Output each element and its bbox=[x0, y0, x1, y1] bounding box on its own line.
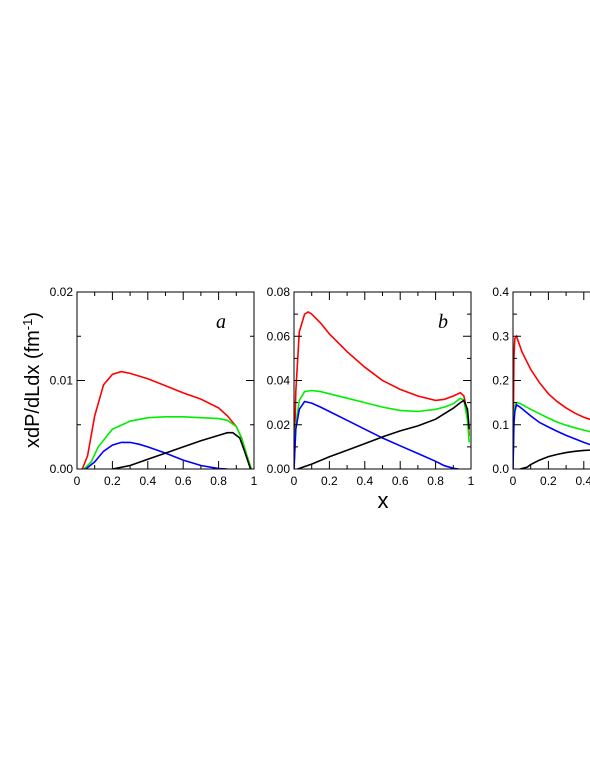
x-tick-label: 0.4 bbox=[139, 474, 156, 488]
series-line-2 bbox=[83, 416, 253, 469]
series-line-1 bbox=[294, 310, 470, 469]
x-axis-title: x bbox=[378, 488, 389, 513]
x-tick-label: 1 bbox=[251, 474, 258, 488]
plot-frame bbox=[512, 291, 590, 470]
y-axis-title: xdP/dLdx (fm-1) bbox=[20, 312, 44, 448]
panel-c: 0 0.2 0.4 0.0 0.1 0.2 0.3 0.4 bbox=[492, 285, 590, 488]
y-tick-label: 0.00 bbox=[50, 462, 74, 476]
y-tick-label: 0.0 bbox=[492, 462, 509, 476]
series-group bbox=[513, 334, 590, 469]
y-tick-label: 0.01 bbox=[50, 374, 74, 388]
x-tick-label: 0.4 bbox=[356, 474, 373, 488]
y-tick-label: 0.4 bbox=[492, 285, 509, 299]
y-tick-label: 0.08 bbox=[267, 285, 291, 299]
series-line-4 bbox=[112, 431, 252, 469]
y-tick-label: 0.1 bbox=[492, 418, 509, 432]
series-group bbox=[294, 310, 470, 469]
y-tick-label: 0.02 bbox=[267, 418, 291, 432]
x-tick-label: 0.8 bbox=[427, 474, 444, 488]
y-tick-label: 0.2 bbox=[492, 374, 509, 388]
x-tick-label: 0.8 bbox=[210, 474, 227, 488]
series-line-2 bbox=[294, 389, 470, 469]
x-tick-label: 0 bbox=[74, 474, 81, 488]
series-line-2 bbox=[513, 401, 590, 469]
series-line-4 bbox=[519, 449, 590, 469]
series-line-3 bbox=[294, 400, 459, 469]
x-tick-label: 1 bbox=[468, 474, 475, 488]
x-tick-label: 0 bbox=[291, 474, 298, 488]
panel-b: 0 0.2 0.4 0.6 0.8 1 0.00 0.02 0.04 0.06 0.08 b bbox=[267, 285, 475, 488]
plot-frame bbox=[76, 291, 255, 470]
y-tick-label: 0.00 bbox=[267, 462, 291, 476]
x-tick-label: 0.2 bbox=[540, 474, 557, 488]
panel-label: a bbox=[216, 311, 226, 333]
y-axis-title-suffix: ) bbox=[22, 312, 44, 319]
x-tick-label: 0.4 bbox=[575, 474, 590, 488]
series-line-3 bbox=[513, 403, 590, 469]
y-axis-title-superscript: -1 bbox=[20, 319, 35, 331]
x-tick-label: 0.2 bbox=[321, 474, 338, 488]
series-group bbox=[81, 370, 253, 469]
panel-label: b bbox=[438, 311, 448, 333]
x-tick-label: 0.6 bbox=[175, 474, 192, 488]
y-tick-label: 0.02 bbox=[50, 285, 74, 299]
y-axis-title-main: xdP/dLdx (fm bbox=[22, 330, 44, 448]
x-tick-label: 0.2 bbox=[104, 474, 121, 488]
x-tick-label: 0 bbox=[510, 474, 517, 488]
panel-a: 0 0.2 0.4 0.6 0.8 1 0.00 0.01 0.02 a bbox=[50, 285, 258, 488]
y-tick-label: 0.06 bbox=[267, 329, 291, 343]
y-tick-label: 0.04 bbox=[267, 374, 291, 388]
y-tick-label: 0.3 bbox=[492, 329, 509, 343]
series-line-1 bbox=[513, 334, 590, 469]
series-line-4 bbox=[297, 399, 470, 469]
x-tick-label: 0.6 bbox=[392, 474, 409, 488]
